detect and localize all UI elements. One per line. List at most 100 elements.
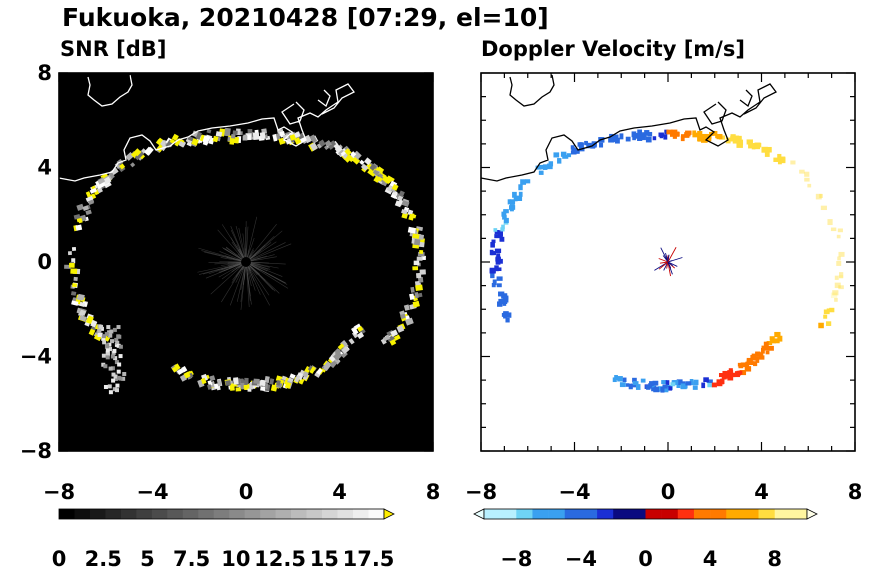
snr-echo-cell <box>71 300 79 306</box>
snr-echo-cell <box>112 387 117 392</box>
snr-echo-cell <box>293 131 301 139</box>
snr-echo-cell <box>195 131 202 140</box>
snr-echo-cell <box>413 260 420 266</box>
snr-echo-cell <box>115 340 120 345</box>
doppler-echo-cell <box>496 253 501 258</box>
snr-echo-cell <box>289 133 297 141</box>
snr-echo-cell <box>70 268 78 274</box>
snr-echo-cell <box>328 144 334 150</box>
doppler-echo-cell <box>645 136 652 143</box>
snr-echo-cell <box>111 372 116 377</box>
doppler-echo-cell <box>732 139 739 144</box>
doppler-echo-cell <box>560 151 567 157</box>
doppler-echo-cell <box>754 143 761 150</box>
snr-echo-cell <box>382 334 391 342</box>
doppler-panel-title: Doppler Velocity [m/s] <box>481 37 745 61</box>
snr-echo-cell <box>216 379 222 387</box>
snr-echo-cell <box>247 135 251 140</box>
doppler-echo-cell <box>632 377 637 383</box>
snr-echo-cell <box>183 371 191 379</box>
doppler-echo-cell <box>730 372 736 378</box>
snr-echo-cell <box>178 141 186 148</box>
doppler-ring-echo <box>489 129 845 393</box>
doppler-colorbar-segment <box>774 509 792 519</box>
doppler-echo-cell <box>716 379 724 384</box>
snr-colorbar-segment <box>151 509 168 519</box>
snr-colorbar-label: 5 <box>140 547 155 570</box>
doppler-echo-cell <box>736 143 743 148</box>
snr-colorbar-segment <box>260 509 276 519</box>
snr-y-tick-label: −4 <box>20 345 52 369</box>
snr-noise-ray <box>218 261 247 278</box>
snr-echo-cell <box>109 329 114 334</box>
snr-echo-cell <box>215 131 223 137</box>
snr-echo-cell <box>103 364 108 369</box>
snr-echo-cell <box>113 356 118 361</box>
snr-noise-ray <box>217 229 247 263</box>
doppler-echo-cell <box>752 356 759 361</box>
snr-echo-cell <box>114 337 119 342</box>
snr-echo-cell <box>229 383 235 391</box>
doppler-echo-cell <box>807 183 812 188</box>
doppler-echo-cell <box>746 357 753 363</box>
snr-noise-ray <box>245 261 280 294</box>
doppler-echo-cell <box>496 258 503 264</box>
snr-echo-cell <box>225 380 231 386</box>
snr-echo-cell <box>270 384 278 392</box>
snr-echo-cell <box>200 377 207 385</box>
doppler-echo-cell <box>649 381 654 387</box>
doppler-colorbar-segment <box>580 509 598 519</box>
snr-echo-cell <box>264 375 270 384</box>
doppler-echo-cell <box>505 317 510 323</box>
doppler-echo-cell <box>722 373 729 378</box>
doppler-echo-cell <box>745 361 750 367</box>
doppler-echo-cell <box>836 260 842 266</box>
snr-x-tick-label: −8 <box>43 480 75 504</box>
snr-echo-cell <box>101 336 106 341</box>
snr-echo-cell <box>144 146 154 156</box>
doppler-x-tick-label: −4 <box>558 480 590 504</box>
doppler-echo-cell <box>490 251 497 256</box>
snr-echo-cell <box>247 128 253 134</box>
snr-echo-cell <box>187 135 195 142</box>
snr-echo-cell <box>272 134 278 142</box>
snr-echo-cell <box>287 377 294 383</box>
snr-y-tick-label: −8 <box>20 439 52 463</box>
snr-echo-cell <box>115 383 120 388</box>
doppler-echo-cell <box>659 134 664 139</box>
snr-echo-cell <box>209 375 216 382</box>
doppler-echo-cell <box>766 146 772 153</box>
snr-echo-cell <box>88 328 96 336</box>
doppler-echo-cell <box>716 133 723 140</box>
snr-echo-cell <box>93 334 102 342</box>
snr-echo-cell <box>232 130 238 135</box>
doppler-echo-cell <box>496 276 503 281</box>
snr-echo-cell <box>259 132 266 140</box>
snr-echo-cell <box>90 320 98 328</box>
doppler-echo-cell <box>660 386 665 393</box>
snr-echo-cell <box>104 332 109 337</box>
snr-echo-cell <box>117 334 122 339</box>
snr-echo-cell <box>240 382 245 390</box>
snr-echo-cell <box>417 276 424 283</box>
doppler-echo-cell <box>764 151 770 157</box>
snr-echo-cell <box>360 163 369 171</box>
snr-echo-cell <box>409 293 415 301</box>
doppler-echo-cell <box>502 295 509 300</box>
doppler-echo-cell <box>632 381 639 386</box>
doppler-echo-cell <box>525 179 531 184</box>
snr-echo-cell <box>348 338 355 345</box>
snr-echo-cell <box>191 138 199 146</box>
doppler-echo-cell <box>652 380 659 386</box>
snr-colorbar-segment <box>136 509 153 519</box>
snr-colorbar: 0 2.5 5 7.5 10 12.5 15 17.5 <box>52 508 395 570</box>
snr-echo-cell <box>101 334 106 339</box>
doppler-echo-cell <box>538 170 544 175</box>
snr-echo-cell <box>103 384 108 389</box>
snr-echo-cell <box>344 148 352 156</box>
snr-echo-cell <box>119 163 126 170</box>
snr-colorbar-segment <box>291 509 307 519</box>
snr-echo-cell <box>276 379 281 386</box>
doppler-echo-cell <box>758 355 765 360</box>
doppler-echo-cell <box>728 368 733 374</box>
